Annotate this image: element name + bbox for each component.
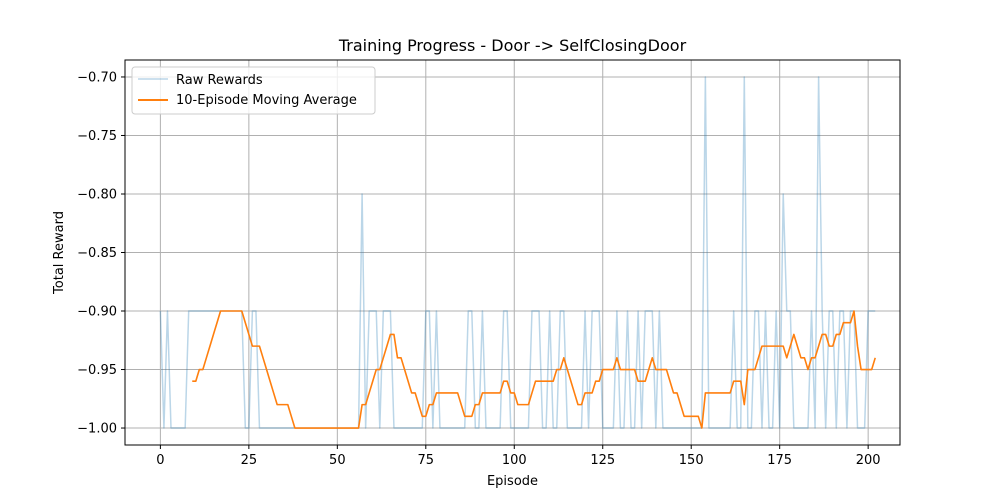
- x-tick-label: 100: [502, 453, 527, 468]
- y-tick-label: −0.75: [77, 129, 117, 144]
- x-tick-label: 200: [856, 453, 881, 468]
- legend-label-raw: Raw Rewards: [176, 73, 263, 88]
- x-tick-label: 75: [418, 453, 435, 468]
- legend-label-average: 10-Episode Moving Average: [176, 93, 357, 108]
- x-tick-label: 25: [241, 453, 258, 468]
- y-axis-label: Total Reward: [52, 211, 67, 295]
- y-tick-label: −1.00: [77, 422, 117, 437]
- y-tick-label: −0.90: [77, 305, 117, 320]
- y-tick-label: −0.80: [77, 187, 117, 202]
- legend-box: [131, 66, 376, 115]
- x-axis-label: Episode: [487, 474, 538, 489]
- raw-rewards-line: [159, 76, 876, 429]
- series-layer: [159, 76, 876, 429]
- grid-layer: [125, 60, 900, 445]
- x-tick-label: 175: [767, 453, 792, 468]
- legend: Raw Rewards 10-Episode Moving Average: [131, 66, 376, 115]
- x-tick-label: 0: [156, 453, 164, 468]
- chart-title: Training Progress - Door -> SelfClosingD…: [338, 36, 687, 55]
- moving-average-line: [192, 310, 876, 429]
- y-tick-label: −0.85: [77, 246, 117, 261]
- tick-layer: 0 25 50 75 100 125 150 175 200 −1.00 −0.95 −0.90 −0.…: [77, 70, 880, 468]
- x-tick-label: 125: [590, 453, 615, 468]
- y-tick-label: −0.95: [77, 363, 117, 378]
- x-tick-label: 50: [329, 453, 346, 468]
- x-tick-label: 150: [679, 453, 704, 468]
- y-tick-label: −0.70: [77, 70, 117, 85]
